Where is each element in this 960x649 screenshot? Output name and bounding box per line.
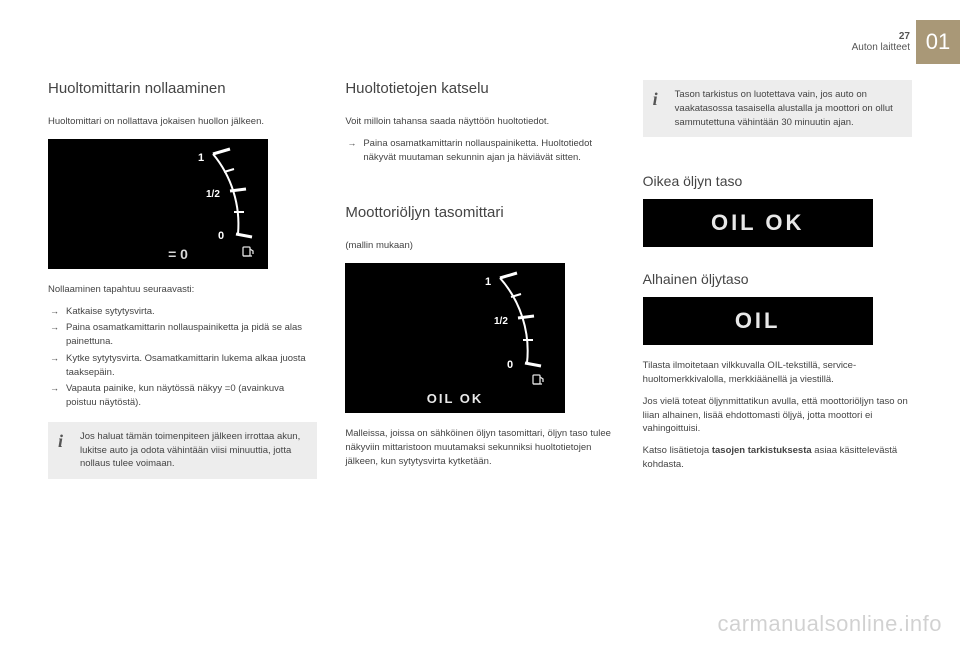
- col2-subtitle-b: (mallin mukaan): [345, 239, 614, 253]
- page-header-text: 27 Auton laitteet: [852, 20, 916, 64]
- col3-para3: Katso lisätietoja tasojen tarkistuksesta…: [643, 444, 912, 472]
- svg-text:1: 1: [198, 152, 204, 164]
- column-1: Huoltomittarin nollaaminen Huoltomittari…: [48, 80, 317, 629]
- col1-info-text: Jos haluat tämän toimenpiteen jälkeen ir…: [80, 431, 300, 470]
- content-columns: Huoltomittarin nollaaminen Huoltomittari…: [48, 80, 912, 629]
- oil-low-display: OIL: [643, 297, 873, 345]
- svg-text:1: 1: [485, 276, 491, 288]
- col3-para3-bold: tasojen tarkistuksesta: [712, 445, 812, 456]
- col1-step: Vapauta painike, kun näytössä näkyy =0 (…: [48, 382, 317, 410]
- column-3: i Tason tarkistus on luotettava vain, jo…: [643, 80, 912, 629]
- col1-step: Katkaise sytytysvirta.: [48, 305, 317, 319]
- col1-step: Paina osamatkamittarin nollauspainiketta…: [48, 321, 317, 349]
- info-icon: i: [653, 86, 658, 112]
- col3-heading-a: Oikea öljyn taso: [643, 173, 912, 189]
- column-2: Huoltotietojen katselu Voit milloin taha…: [345, 80, 614, 629]
- col1-reset-intro: Nollaaminen tapahtuu seuraavasti:: [48, 283, 317, 297]
- section-title: Auton laitteet: [852, 42, 910, 53]
- col2-heading-a: Huoltotietojen katselu: [345, 80, 614, 97]
- info-icon: i: [58, 428, 63, 454]
- col1-heading: Huoltomittarin nollaaminen: [48, 80, 317, 97]
- watermark: carmanualsonline.info: [717, 611, 942, 637]
- col3-info-text: Tason tarkistus on luotettava vain, jos …: [675, 89, 893, 128]
- col2-heading-b: Moottoriöljyn tasomittari: [345, 204, 614, 221]
- svg-text:1/2: 1/2: [494, 316, 508, 327]
- svg-text:= 0: = 0: [168, 246, 188, 262]
- col2-para-b: Malleissa, joissa on sähköinen öljyn tas…: [345, 427, 614, 468]
- col1-step: Kytke sytytysvirta. Osamatkamittarin luk…: [48, 352, 317, 380]
- page-number: 27: [852, 31, 910, 42]
- col3-para1: Tilasta ilmoitetaan vilkkuvalla OIL-teks…: [643, 359, 912, 387]
- svg-text:0: 0: [507, 359, 513, 371]
- col2-para-a: Voit milloin tahansa saada näyttöön huol…: [345, 115, 614, 129]
- col2-steps-a: Paina osamatkamittarin nollauspainiketta…: [345, 137, 614, 165]
- col1-steps-list: Katkaise sytytysvirta. Paina osamatkamit…: [48, 305, 317, 410]
- chapter-tab: 01: [916, 20, 960, 64]
- page-header: 27 Auton laitteet 01: [852, 20, 960, 64]
- oil-gauge-figure: 1 1/2 0 OIL OK: [345, 263, 565, 413]
- col1-info-box: i Jos haluat tämän toimenpiteen jälkeen …: [48, 422, 317, 479]
- oil-ok-display: OIL OK: [643, 199, 873, 247]
- fuel-gauge-figure: 1 1/2 0 = 0: [48, 139, 268, 269]
- col3-heading-b: Alhainen öljytaso: [643, 271, 912, 287]
- col1-intro: Huoltomittari on nollattava jokaisen huo…: [48, 115, 317, 129]
- col2-step-a: Paina osamatkamittarin nollauspainiketta…: [345, 137, 614, 165]
- col3-para3-prefix: Katso lisätietoja: [643, 445, 712, 456]
- svg-text:OIL OK: OIL OK: [427, 391, 484, 406]
- col3-para2: Jos vielä toteat öljynmittatikun avulla,…: [643, 395, 912, 436]
- svg-text:1/2: 1/2: [206, 189, 220, 200]
- col3-info-box: i Tason tarkistus on luotettava vain, jo…: [643, 80, 912, 137]
- svg-text:0: 0: [218, 230, 224, 242]
